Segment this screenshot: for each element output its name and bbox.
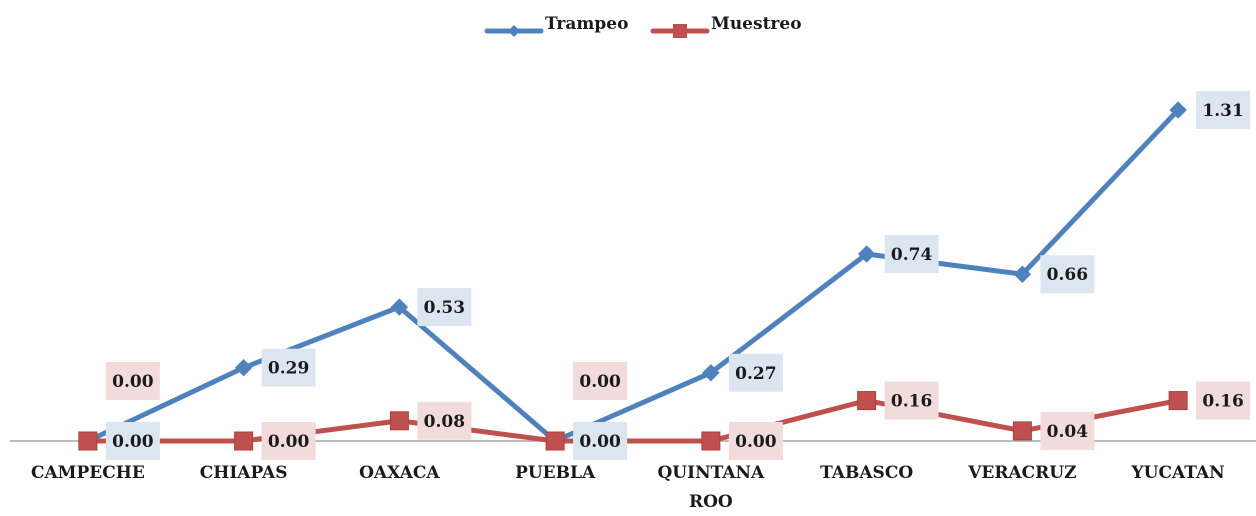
data-point: [545, 431, 565, 451]
legend-item-trampeo: Trampeo: [484, 14, 628, 37]
data-label: 1.31: [1196, 91, 1251, 129]
data-point: [1012, 421, 1032, 441]
data-point: [857, 391, 877, 411]
data-label: 0.27: [728, 353, 783, 392]
x-axis-ticks: CAMPECHE CHIAPAS OAXACA PUEBLA QUINTANA ROO TA…: [31, 463, 1225, 512]
data-label: 0.00: [105, 422, 160, 460]
legend-item-muestreo: Muestreo: [650, 14, 802, 38]
legend: Trampeo Muestreo: [484, 14, 802, 38]
svg-text:0.00: 0.00: [579, 372, 621, 392]
data-point: [1168, 391, 1188, 411]
series-line: [85, 107, 1181, 444]
x-tick-label: CAMPECHE: [31, 463, 145, 483]
data-labels: 0.00 0.00 0.29 0.00 0.53 0.08 0.00 0.00 0.27 0.00…: [105, 91, 1251, 460]
data-point: [234, 431, 254, 451]
svg-text:0.16: 0.16: [1202, 392, 1243, 412]
data-point: [389, 411, 409, 431]
svg-text:0.00: 0.00: [735, 432, 777, 452]
svg-text:0.08: 0.08: [424, 412, 465, 432]
svg-text:0.74: 0.74: [891, 245, 933, 265]
data-point: [857, 245, 876, 263]
data-label: 0.74: [884, 235, 939, 274]
series-layer: [78, 101, 1188, 451]
data-label: 0.00: [728, 422, 783, 460]
data-point: [234, 359, 253, 377]
x-tick-label: OAXACA: [359, 463, 440, 483]
data-point: [702, 364, 720, 382]
data-label: 0.53: [417, 288, 472, 327]
x-tick-label: TABASCO: [820, 463, 913, 483]
data-label: 0.00: [573, 422, 628, 460]
data-label: 0.16: [884, 381, 939, 420]
svg-text:0.00: 0.00: [268, 432, 310, 452]
svg-text:0.16: 0.16: [891, 392, 932, 412]
legend-label: Trampeo: [545, 14, 628, 34]
svg-text:0.00: 0.00: [579, 432, 621, 452]
data-point: [1169, 101, 1187, 119]
svg-text:0.29: 0.29: [268, 359, 309, 379]
series-trampeo: [79, 101, 1187, 450]
data-point: [78, 431, 98, 451]
data-label: 0.00: [573, 362, 628, 400]
svg-text:0.53: 0.53: [424, 298, 465, 318]
data-point: [390, 298, 409, 316]
svg-text:0.66: 0.66: [1047, 265, 1088, 285]
x-tick-label: CHIAPAS: [200, 463, 288, 483]
data-label: 0.04: [1040, 411, 1095, 450]
legend-label: Muestreo: [711, 14, 802, 34]
data-label: 0.08: [417, 401, 472, 440]
svg-text:0.00: 0.00: [112, 432, 154, 452]
svg-text:0.00: 0.00: [112, 372, 154, 392]
x-tick-label: QUINTANA ROO: [657, 463, 765, 512]
x-tick-label: YUCATAN: [1131, 463, 1225, 483]
data-label: 0.00: [261, 422, 316, 460]
data-label: 0.66: [1040, 255, 1095, 294]
svg-text:0.04: 0.04: [1047, 422, 1089, 442]
data-point: [1013, 265, 1032, 283]
svg-text:0.27: 0.27: [735, 364, 776, 384]
data-label: 0.29: [261, 348, 316, 387]
data-label: 0.16: [1196, 381, 1251, 420]
x-tick-label: VERACRUZ: [967, 463, 1076, 483]
data-label: 0.00: [105, 362, 160, 400]
data-point: [701, 431, 721, 451]
x-tick-label: PUEBLA: [515, 463, 596, 483]
svg-text:1.31: 1.31: [1202, 101, 1243, 121]
